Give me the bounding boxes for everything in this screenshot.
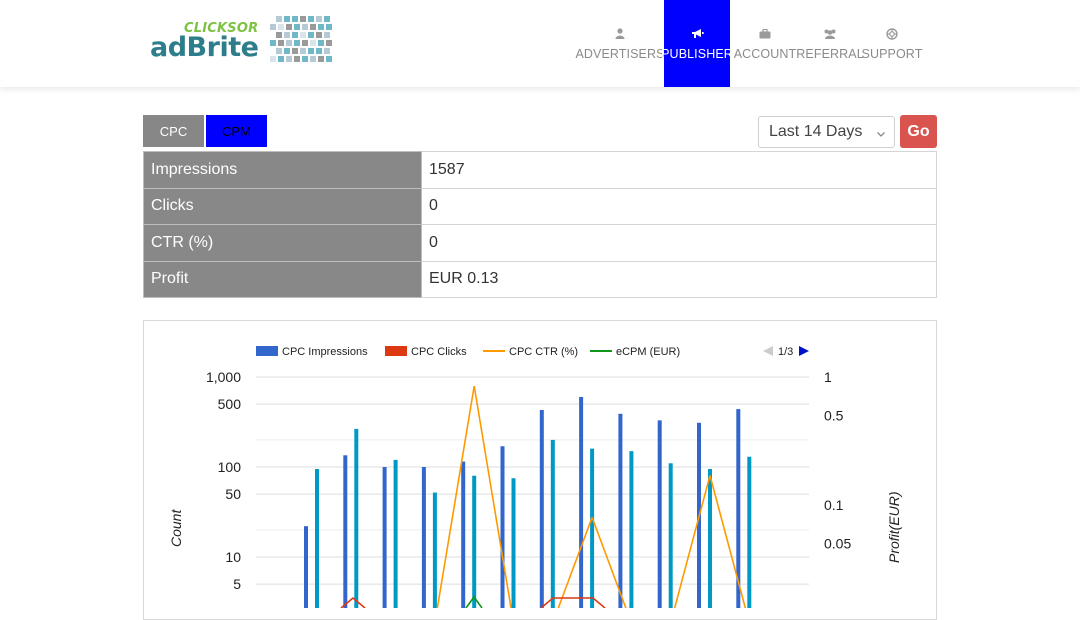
y2-axis-title: Profit(EUR) (886, 491, 902, 563)
nav-publisher[interactable]: PUBLISHER (661, 0, 733, 87)
legend-swatch (385, 346, 407, 356)
y2-tick-label: 0.05 (824, 536, 851, 552)
stat-label: Clicks (143, 187, 422, 225)
bar-impressions (579, 396, 584, 608)
main-nav: ADVERTISERS PUBLISHER ACCOUNT REFERRAL S… (575, 0, 924, 87)
bullhorn-icon (691, 27, 704, 41)
bar-secondary (590, 448, 595, 608)
y-tick-label: 100 (218, 459, 242, 475)
bar-secondary (708, 469, 712, 608)
stat-value: EUR 0.13 (421, 260, 937, 298)
table-row: Profit EUR 0.13 (143, 260, 937, 298)
ctr-line-segment (673, 475, 711, 608)
clicks-line-segment (540, 597, 606, 608)
bar-impressions (736, 409, 741, 608)
brand-name: adBrite (150, 32, 259, 63)
bar-secondary (432, 492, 437, 608)
bar-secondary (354, 428, 359, 608)
y-tick-label: 50 (225, 486, 241, 502)
ctr-line-segment (709, 475, 747, 608)
date-range-value: Last 14 Days (769, 123, 863, 140)
nav-advertisers-label: ADVERTISERS (575, 46, 665, 61)
bar-impressions (421, 467, 426, 608)
y-tick-label: 500 (218, 396, 242, 412)
bar-impressions (618, 413, 623, 608)
bar-secondary (668, 463, 673, 608)
top-header: CLICKSOR adBrite ADVERTISERS PUBLISHER (0, 0, 1080, 87)
stat-label: Impressions (143, 151, 422, 189)
legend-next-icon (799, 346, 809, 356)
stat-label: CTR (%) (143, 224, 422, 262)
legend-label: CPC Clicks (411, 346, 467, 358)
go-button[interactable]: Go (900, 115, 937, 148)
bar-impressions (539, 409, 544, 608)
bar-impressions (657, 420, 662, 608)
legend-label: eCPM (EUR) (616, 346, 680, 358)
briefcase-icon (759, 27, 771, 41)
y2-tick-label: 0.5 (824, 408, 844, 424)
brand-small-text: CLICKSOR (184, 21, 259, 36)
y2-tick-label: 0.1 (824, 497, 844, 513)
brand-logo[interactable]: CLICKSOR adBrite (150, 14, 340, 70)
bar-secondary (629, 451, 634, 608)
bar-secondary (550, 439, 555, 608)
nav-account-label: ACCOUNT (733, 46, 797, 61)
bar-impressions (382, 467, 387, 608)
y-axis-title: Count (168, 509, 184, 547)
stats-table: Impressions 1587 Clicks 0 CTR (%) 0 Prof… (143, 151, 937, 298)
ctr-line-segment (591, 517, 627, 608)
bar-secondary (472, 475, 477, 608)
bar-impressions (304, 526, 308, 608)
stat-label: Profit (143, 260, 422, 298)
clicks-line-segment (340, 596, 366, 608)
nav-advertisers[interactable]: ADVERTISERS (575, 0, 664, 87)
legend-page: 1/3 (778, 346, 793, 358)
stat-value: 1587 (421, 151, 937, 189)
ecpm-line-segment (465, 595, 483, 608)
bar-impressions (343, 455, 348, 608)
stat-value: 0 (421, 224, 937, 262)
date-range-select[interactable]: Last 14 Days (758, 116, 895, 148)
y-tick-label: 10 (225, 549, 241, 565)
table-row: Clicks 0 (143, 187, 937, 225)
nav-account[interactable]: ACCOUNT (730, 0, 800, 87)
y2-tick-label: 1 (824, 369, 832, 385)
chart-canvas: 1,000 500 100 50 10 5 1 0.5 0.1 0.05 Count Profit(E… (168, 346, 902, 608)
bar-secondary (511, 478, 516, 608)
users-icon (823, 27, 837, 41)
bar-impressions (461, 461, 466, 608)
ctr-line-segment (436, 385, 475, 608)
lifebuoy-icon (886, 27, 898, 41)
nav-support[interactable]: SUPPORT (860, 0, 924, 87)
stat-value: 0 (421, 187, 937, 225)
ctr-line-segment (557, 517, 593, 608)
nav-publisher-label: PUBLISHER (661, 46, 733, 61)
tab-cpm[interactable]: CPM (206, 115, 267, 147)
tab-cpc[interactable]: CPC (143, 115, 204, 147)
nav-referral-label: REFERRAL (796, 46, 864, 61)
performance-chart: 1,000 500 100 50 10 5 1 0.5 0.1 0.05 Count Profit(E… (143, 320, 937, 620)
nav-referral[interactable]: REFERRAL (796, 0, 864, 87)
table-row: Impressions 1587 (143, 151, 937, 189)
ctr-line-segment (473, 385, 512, 608)
legend-label: CPC CTR (%) (509, 346, 578, 358)
nav-support-label: SUPPORT (861, 46, 923, 61)
y-tick-label: 5 (233, 576, 241, 592)
legend-swatch (256, 346, 278, 356)
bar-secondary (393, 459, 398, 608)
bar-secondary (315, 469, 319, 608)
brand-mosaic-icon (270, 16, 332, 62)
bar-impressions (500, 446, 505, 608)
chevron-down-icon (876, 126, 886, 144)
legend-prev-icon (763, 346, 773, 356)
y-tick-label: 1,000 (206, 369, 241, 385)
table-row: CTR (%) 0 (143, 224, 937, 262)
legend-label: CPC Impressions (282, 346, 368, 358)
bar-secondary (747, 456, 752, 608)
user-icon (615, 27, 625, 41)
